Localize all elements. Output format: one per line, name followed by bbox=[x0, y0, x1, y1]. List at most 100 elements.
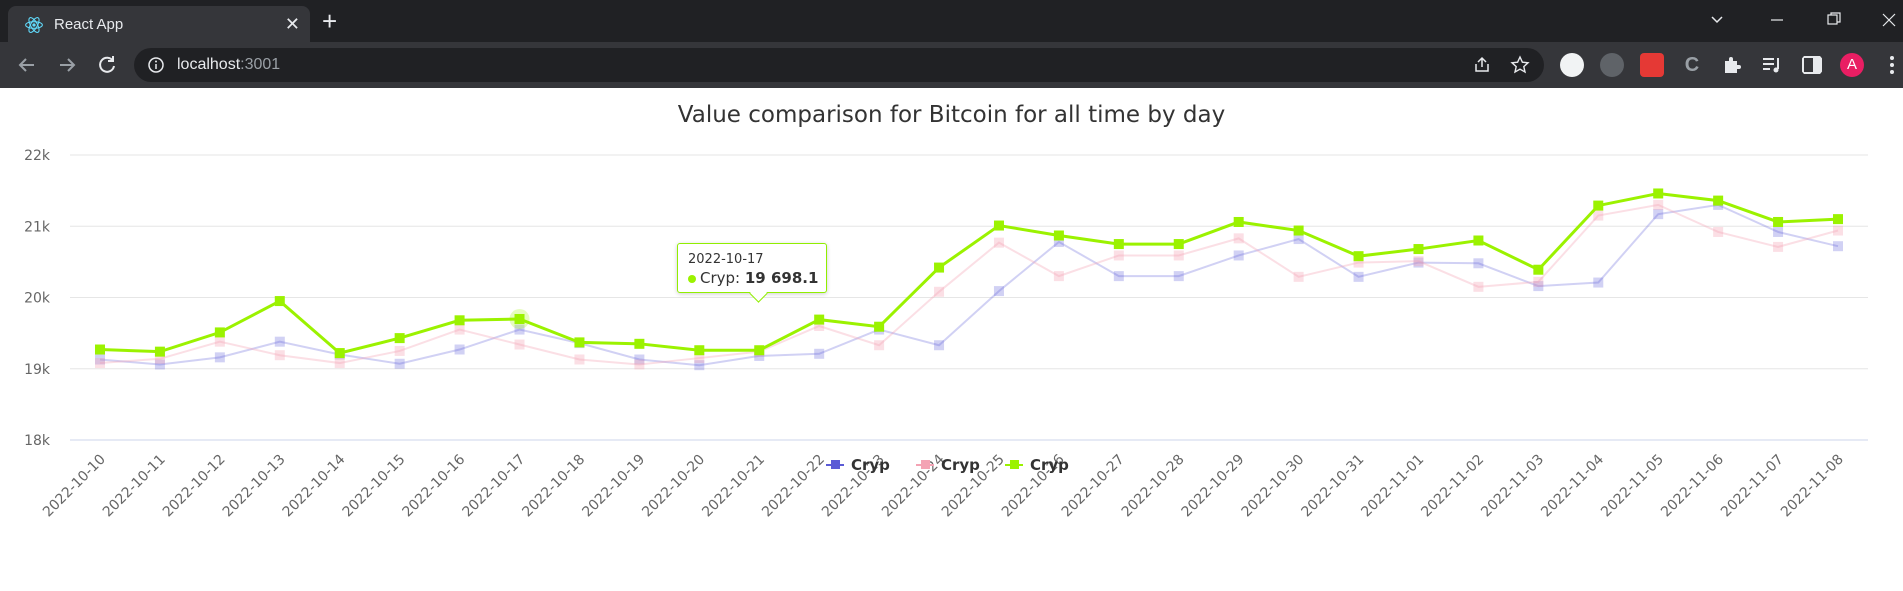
data-point bbox=[934, 286, 945, 297]
restore-icon[interactable] bbox=[1826, 11, 1842, 27]
url-text[interactable]: localhost:3001 bbox=[177, 56, 280, 74]
x-tick-label: 2022-11-07 bbox=[1718, 452, 1787, 521]
data-point bbox=[214, 327, 225, 338]
data-point bbox=[754, 345, 765, 356]
data-point bbox=[694, 345, 705, 356]
data-point bbox=[1773, 241, 1784, 252]
minimize-icon[interactable] bbox=[1769, 12, 1785, 28]
x-tick-label: 2022-10-19 bbox=[579, 452, 648, 521]
data-point bbox=[1713, 195, 1724, 206]
data-point bbox=[454, 315, 465, 326]
tab-search-icon[interactable] bbox=[1709, 12, 1725, 28]
tooltip-value: 19 698.1 bbox=[744, 269, 819, 287]
data-point bbox=[1173, 271, 1184, 282]
x-tick-label: 2022-10-30 bbox=[1239, 452, 1308, 521]
data-point bbox=[634, 338, 645, 349]
data-point bbox=[874, 340, 885, 351]
data-point bbox=[993, 237, 1004, 248]
new-tab-button[interactable]: + bbox=[322, 6, 338, 36]
x-tick-label: 2022-10-22 bbox=[759, 452, 828, 521]
data-point bbox=[1053, 271, 1064, 282]
data-point bbox=[1533, 276, 1544, 287]
browser-tab[interactable]: React App ✕ bbox=[8, 6, 310, 42]
data-point bbox=[154, 346, 165, 357]
share-icon[interactable] bbox=[1472, 55, 1492, 75]
data-point bbox=[574, 354, 585, 365]
data-point bbox=[993, 220, 1004, 231]
react-logo-icon bbox=[25, 17, 43, 33]
x-tick-label: 2022-10-29 bbox=[1179, 452, 1248, 521]
data-point bbox=[95, 358, 105, 369]
x-tick-label: 2022-11-04 bbox=[1538, 451, 1607, 520]
media-control-icon[interactable] bbox=[1760, 53, 1784, 77]
x-tick-label: 2022-11-02 bbox=[1418, 452, 1487, 521]
x-tick-label: 2022-10-11 bbox=[100, 452, 169, 521]
tooltip-series-name: Cryp bbox=[700, 269, 736, 287]
y-tick-label: 21k bbox=[24, 219, 51, 235]
back-icon[interactable] bbox=[14, 52, 40, 78]
data-point bbox=[1533, 281, 1544, 292]
extension-c-icon[interactable]: C bbox=[1684, 54, 1700, 76]
extensions-puzzle-icon[interactable] bbox=[1720, 53, 1744, 77]
data-point bbox=[634, 359, 645, 370]
data-point bbox=[95, 354, 105, 365]
reload-icon[interactable] bbox=[94, 52, 120, 78]
close-window-icon[interactable] bbox=[1881, 12, 1897, 28]
data-point bbox=[1233, 250, 1244, 261]
data-point bbox=[934, 262, 945, 273]
forward-icon[interactable] bbox=[54, 52, 80, 78]
data-point bbox=[154, 353, 165, 364]
legend-swatch-marker bbox=[831, 460, 840, 469]
data-point bbox=[1353, 271, 1364, 282]
data-point bbox=[1413, 244, 1424, 255]
side-panel-icon[interactable] bbox=[1800, 53, 1824, 77]
data-point bbox=[394, 358, 405, 369]
data-point bbox=[1713, 226, 1724, 237]
legend-swatch-marker bbox=[1010, 460, 1019, 469]
legend-label: Cryp bbox=[1030, 456, 1069, 474]
y-tick-label: 22k bbox=[24, 148, 51, 164]
data-point bbox=[454, 344, 465, 355]
menu-kebab-icon[interactable] bbox=[1880, 53, 1903, 77]
data-point bbox=[1533, 264, 1544, 275]
site-info-icon[interactable] bbox=[146, 55, 166, 75]
x-tick-label: 2022-10-21 bbox=[699, 452, 768, 521]
data-point bbox=[1353, 251, 1364, 262]
profile-avatar[interactable]: A bbox=[1840, 53, 1864, 77]
y-tick-label: 19k bbox=[24, 362, 51, 378]
data-point bbox=[1773, 226, 1784, 237]
series-line bbox=[99, 203, 1839, 366]
browser-toolbar: localhost:3001 C A bbox=[0, 42, 1903, 88]
data-point bbox=[514, 324, 525, 335]
data-point bbox=[1833, 241, 1843, 252]
data-point bbox=[514, 314, 525, 325]
data-point bbox=[274, 336, 285, 347]
data-point bbox=[1833, 225, 1843, 236]
data-point bbox=[1293, 225, 1304, 236]
x-tick-label: 2022-10-18 bbox=[519, 452, 588, 521]
data-point bbox=[1173, 239, 1184, 250]
data-point bbox=[874, 321, 885, 332]
data-point bbox=[993, 286, 1004, 297]
bookmark-star-icon[interactable] bbox=[1510, 55, 1530, 75]
data-point bbox=[154, 359, 165, 370]
data-point bbox=[814, 314, 825, 325]
x-tick-label: 2022-10-14 bbox=[280, 451, 349, 520]
data-point bbox=[694, 353, 705, 364]
extension-target-icon[interactable] bbox=[1560, 53, 1584, 77]
data-point bbox=[1653, 188, 1664, 199]
x-tick-label: 2022-10-16 bbox=[400, 451, 469, 520]
y-tick-label: 18k bbox=[24, 433, 51, 449]
close-tab-icon[interactable]: ✕ bbox=[284, 14, 300, 34]
tooltip-row: Cryp: 19 698.1 bbox=[688, 269, 818, 287]
series-line bbox=[99, 203, 1839, 367]
address-bar[interactable]: localhost:3001 bbox=[134, 48, 1544, 82]
data-point bbox=[1413, 256, 1424, 267]
data-point bbox=[1593, 277, 1604, 288]
extension-gray-icon[interactable] bbox=[1600, 53, 1624, 77]
tooltip-series-dot bbox=[688, 275, 696, 283]
data-point bbox=[1053, 236, 1064, 247]
extension-red-icon[interactable] bbox=[1640, 53, 1664, 77]
x-tick-label: 2022-10-12 bbox=[160, 452, 229, 521]
x-tick-label: 2022-10-15 bbox=[340, 452, 409, 521]
